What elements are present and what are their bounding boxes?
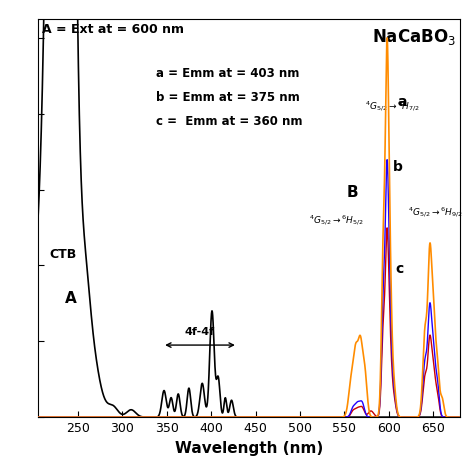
Text: b = Emm at = 375 nm: b = Emm at = 375 nm: [156, 91, 300, 104]
Text: A = Ext at = 600 nm: A = Ext at = 600 nm: [42, 23, 184, 36]
Text: NaCaBO$_3$: NaCaBO$_3$: [372, 27, 456, 47]
Text: A: A: [64, 292, 76, 306]
Text: B: B: [347, 185, 359, 200]
Text: c: c: [395, 262, 403, 276]
Text: $^4G_{5/2}{\rightarrow}^6H_{9/2}$: $^4G_{5/2}{\rightarrow}^6H_{9/2}$: [408, 206, 463, 220]
Text: $^4G_{5/2}{\rightarrow}^6H_{5/2}$: $^4G_{5/2}{\rightarrow}^6H_{5/2}$: [309, 213, 364, 228]
Text: c =  Emm at = 360 nm: c = Emm at = 360 nm: [156, 115, 302, 128]
Text: a: a: [398, 95, 407, 109]
Text: a = Emm at = 403 nm: a = Emm at = 403 nm: [156, 67, 300, 80]
Text: b: b: [393, 160, 403, 173]
Text: $^4G_{5/2}{\rightarrow}^6H_{7/2}$: $^4G_{5/2}{\rightarrow}^6H_{7/2}$: [365, 100, 419, 114]
Text: 4f-4f: 4f-4f: [184, 328, 215, 337]
X-axis label: Wavelength (nm): Wavelength (nm): [175, 440, 323, 456]
Text: CTB: CTB: [49, 248, 77, 261]
